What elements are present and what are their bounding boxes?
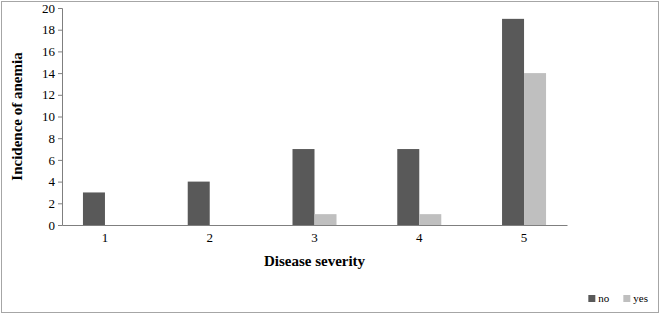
y-tick-mark	[58, 95, 62, 96]
y-tick-label: 14	[42, 66, 56, 81]
chart: 0246810121416182012345Disease severityIn…	[0, 0, 660, 314]
y-tick-mark	[58, 182, 62, 183]
bar	[419, 214, 441, 225]
x-axis: 1 2 3 4 5	[63, 225, 568, 245]
y-axis: 0 2 4 6 8 10 12 14 16 18 20	[42, 1, 63, 233]
legend-label: no	[598, 292, 610, 304]
bar	[188, 182, 210, 225]
x-tick-label: 3	[311, 230, 318, 245]
x-tick: 2	[206, 225, 213, 245]
y-tick-mark	[58, 203, 62, 204]
bar	[315, 214, 337, 225]
legend-item: no	[588, 292, 610, 304]
y-tick: 12	[42, 87, 62, 102]
y-tick-label: 18	[42, 22, 55, 37]
bar	[292, 149, 314, 225]
legend: no yes	[588, 292, 648, 304]
y-tick: 18	[42, 22, 62, 37]
bar	[83, 192, 105, 225]
y-tick: 16	[42, 44, 62, 59]
y-tick-label: 4	[49, 174, 56, 189]
x-tick: 1	[102, 225, 109, 245]
y-tick: 2	[49, 196, 63, 211]
y-tick-mark	[58, 73, 62, 74]
y-tick: 6	[49, 153, 63, 168]
y-tick-label: 12	[42, 87, 55, 102]
y-tick: 14	[42, 66, 62, 81]
y-tick-label: 6	[49, 153, 56, 168]
frame	[2, 2, 659, 313]
y-tick-mark	[58, 117, 62, 118]
y-tick-mark	[58, 8, 62, 9]
y-tick-mark	[58, 30, 62, 31]
y-axis-line	[58, 9, 63, 226]
y-tick: 4	[49, 174, 63, 189]
x-axis-line	[63, 225, 568, 226]
y-tick-label: 8	[49, 131, 56, 146]
x-tick: 3	[311, 225, 318, 245]
y-tick-mark	[58, 51, 62, 52]
x-axis-title: Disease severity	[264, 253, 366, 269]
y-tick: 8	[49, 131, 63, 146]
y-tick: 10	[42, 109, 62, 124]
bar	[397, 149, 419, 225]
x-tick-label: 1	[102, 230, 109, 245]
x-tick-label: 4	[416, 230, 423, 245]
bar	[105, 225, 127, 226]
y-tick-mark	[58, 160, 62, 161]
x-tick: 4	[416, 225, 423, 245]
y-tick: 0	[49, 218, 63, 233]
y-tick-label: 0	[49, 218, 56, 233]
y-tick: 20	[42, 1, 62, 16]
y-tick-mark	[58, 225, 62, 226]
legend-label: yes	[633, 292, 648, 304]
x-tick-label: 5	[521, 230, 528, 245]
legend-swatch	[588, 295, 595, 302]
bar	[524, 73, 546, 225]
y-tick-label: 2	[49, 196, 56, 211]
y-axis-title: Incidence of anemia	[9, 52, 25, 181]
x-tick-label: 2	[206, 230, 213, 245]
y-tick-label: 16	[42, 44, 56, 59]
bar	[502, 19, 524, 225]
legend-swatch	[623, 295, 630, 302]
y-tick-label: 20	[42, 1, 55, 16]
y-tick-label: 10	[42, 109, 55, 124]
y-tick-mark	[58, 138, 62, 139]
legend-item: yes	[623, 292, 648, 304]
x-tick: 5	[521, 225, 528, 245]
bar	[210, 225, 232, 226]
bars	[83, 19, 546, 225]
